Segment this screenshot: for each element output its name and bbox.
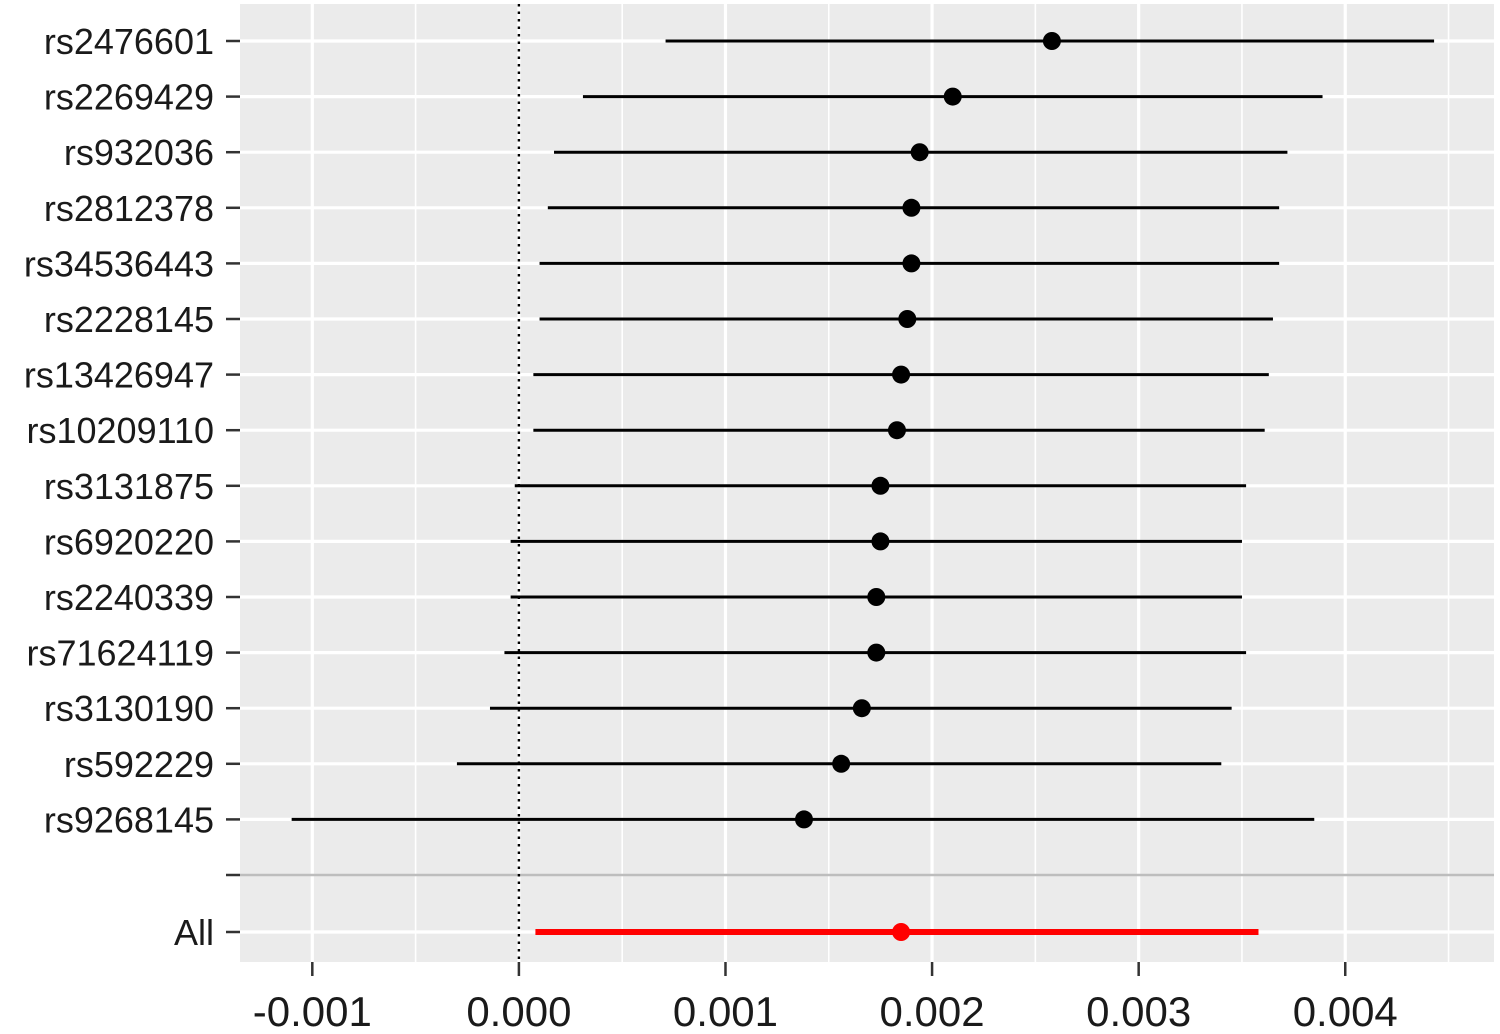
y-tick-label: rs34536443 (24, 243, 214, 284)
estimate-point-rs6920220 (871, 532, 890, 551)
y-tick-label: rs6920220 (44, 521, 214, 562)
x-tick-label: 0.002 (880, 988, 985, 1034)
estimate-point-rs9268145 (794, 810, 813, 829)
y-tick-label: rs592229 (64, 744, 214, 785)
y-tick-label: rs2269429 (44, 77, 214, 118)
x-tick-label: 0.001 (673, 988, 778, 1034)
estimate-point-combined (892, 923, 911, 941)
minor-gridlines (414, 4, 1450, 962)
estimate-point-rs592229 (832, 754, 851, 773)
x-axis: -0.001 0.000 0.001 0.002 0.003 0.004 (253, 962, 1398, 1034)
estimate-point-rs13426947 (892, 365, 911, 384)
y-tick-label: rs3130190 (44, 688, 214, 729)
y-tick-label: rs932036 (64, 132, 214, 173)
estimate-point-rs3131875 (871, 476, 890, 495)
estimate-point-rs10209110 (887, 421, 906, 440)
x-tick-label: 0.000 (466, 988, 571, 1034)
y-tick-label: rs9268145 (44, 799, 214, 840)
forest-marks (291, 32, 1435, 941)
y-tick-label: All (174, 912, 214, 953)
estimate-point-rs71624119 (867, 643, 886, 662)
estimate-point-rs3130190 (852, 699, 871, 718)
y-tick-label: rs3131875 (44, 466, 214, 507)
estimate-point-rs2228145 (898, 310, 917, 328)
estimate-point-rs932036 (910, 143, 929, 162)
x-tick-label: 0.003 (1086, 988, 1191, 1034)
estimate-point-rs34536443 (902, 254, 921, 273)
y-axis: rs2476601 rs2269429 rs932036 rs2812378 rs345… (24, 21, 240, 953)
y-tick-label: rs2476601 (44, 21, 214, 62)
y-tick-label: rs2812378 (44, 188, 214, 229)
y-tick-label: rs2228145 (44, 299, 214, 340)
y-tick-label: rs13426947 (24, 355, 214, 396)
estimate-point-rs2269429 (943, 87, 962, 106)
x-tick-label: 0.004 (1293, 988, 1398, 1034)
y-tick-label: rs10209110 (27, 410, 215, 451)
estimate-point-rs2240339 (867, 588, 886, 606)
x-tick-label: -0.001 (253, 988, 372, 1034)
estimate-point-rs2812378 (902, 198, 921, 217)
y-tick-label: rs71624119 (27, 633, 215, 674)
plot-panel (240, 4, 1494, 962)
estimate-point-rs2476601 (1042, 32, 1061, 50)
y-tick-label: rs2240339 (44, 577, 214, 618)
